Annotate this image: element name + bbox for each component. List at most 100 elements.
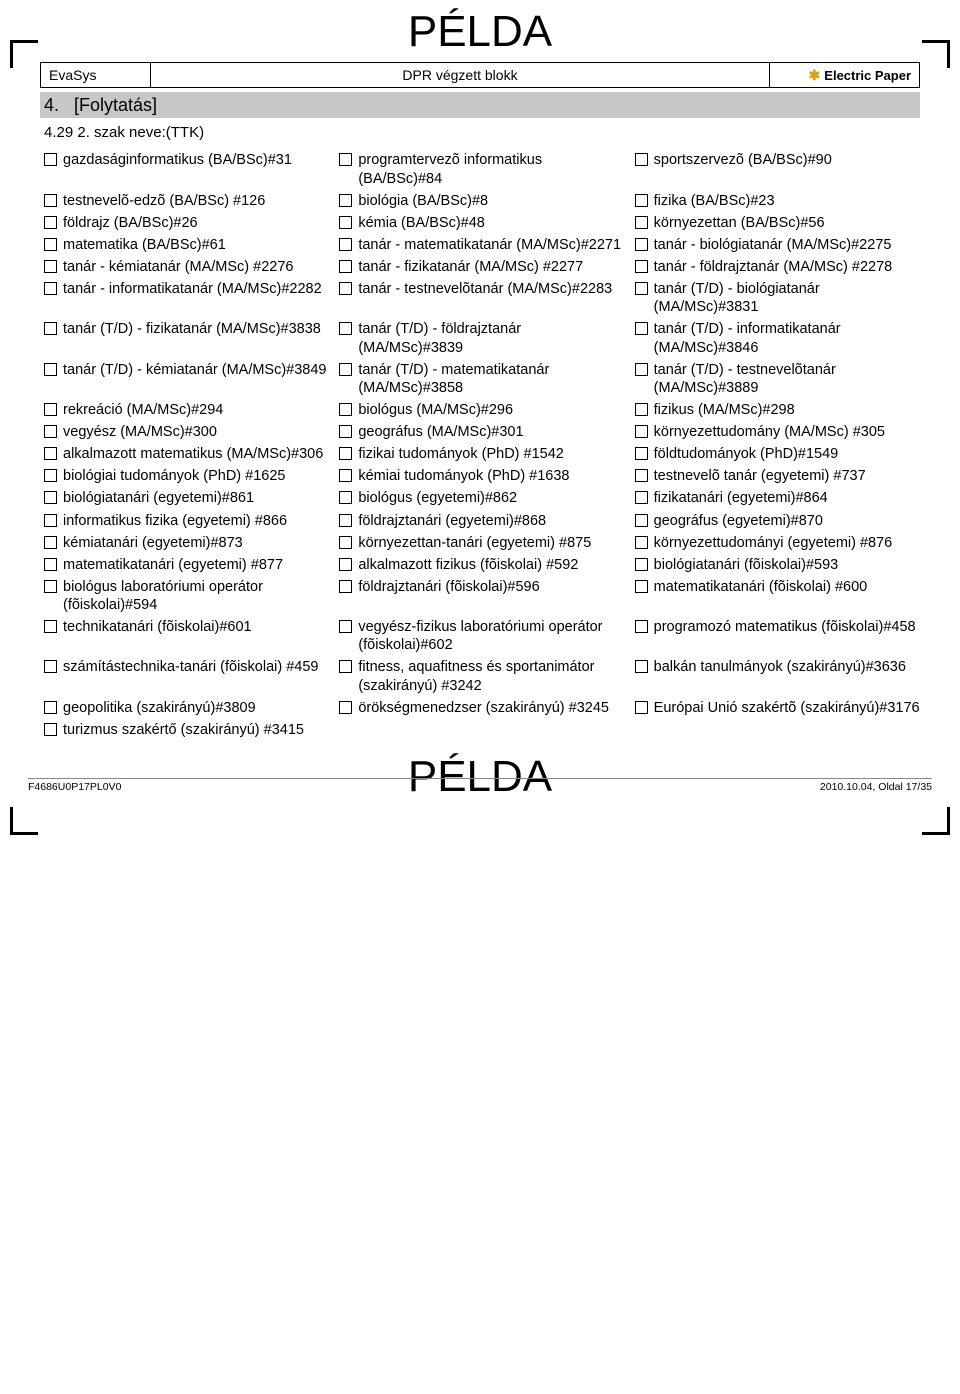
checkbox-icon[interactable] xyxy=(339,216,352,229)
checkbox-icon[interactable] xyxy=(635,580,648,593)
option-item[interactable]: tanár (T/D) - matematikatanár (MA/MSc)#3… xyxy=(339,359,624,399)
option-item[interactable]: fizikus (MA/MSc)#298 xyxy=(635,399,920,421)
option-item[interactable]: földrajz (BA/BSc)#26 xyxy=(44,212,329,234)
option-item[interactable]: fizikai tudományok (PhD) #1542 xyxy=(339,443,624,465)
option-item[interactable]: alkalmazott fizikus (fõiskolai) #592 xyxy=(339,554,624,576)
option-item[interactable]: környezettudomány (MA/MSc) #305 xyxy=(635,421,920,443)
option-item[interactable]: biológus laboratóriumi operátor (fõiskol… xyxy=(44,576,329,616)
checkbox-icon[interactable] xyxy=(339,260,352,273)
checkbox-icon[interactable] xyxy=(635,260,648,273)
checkbox-icon[interactable] xyxy=(339,282,352,295)
checkbox-icon[interactable] xyxy=(44,363,57,376)
option-item[interactable]: örökségmenedzser (szakirányú) #3245 xyxy=(339,697,624,719)
option-item[interactable]: tanár (T/D) - biológiatanár (MA/MSc)#383… xyxy=(635,278,920,318)
option-item[interactable]: informatikus fizika (egyetemi) #866 xyxy=(44,510,329,532)
option-item[interactable]: biológia (BA/BSc)#8 xyxy=(339,190,624,212)
option-item[interactable]: turizmus szakértő (szakirányú) #3415 xyxy=(44,719,329,741)
option-item[interactable]: tanár - kémiatanár (MA/MSc) #2276 xyxy=(44,256,329,278)
checkbox-icon[interactable] xyxy=(635,558,648,571)
option-item[interactable]: testnevelõ tanár (egyetemi) #737 xyxy=(635,465,920,487)
option-item[interactable]: biológiatanári (fõiskolai)#593 xyxy=(635,554,920,576)
option-item[interactable]: földrajztanári (egyetemi)#868 xyxy=(339,510,624,532)
checkbox-icon[interactable] xyxy=(339,558,352,571)
option-item[interactable]: tanár (T/D) - informatikatanár (MA/MSc)#… xyxy=(635,318,920,358)
checkbox-icon[interactable] xyxy=(635,447,648,460)
checkbox-icon[interactable] xyxy=(635,491,648,504)
checkbox-icon[interactable] xyxy=(44,322,57,335)
checkbox-icon[interactable] xyxy=(635,620,648,633)
checkbox-icon[interactable] xyxy=(635,194,648,207)
option-item[interactable]: balkán tanulmányok (szakirányú)#3636 xyxy=(635,656,920,696)
checkbox-icon[interactable] xyxy=(339,322,352,335)
checkbox-icon[interactable] xyxy=(635,238,648,251)
option-item[interactable]: tanár - informatikatanár (MA/MSc)#2282 xyxy=(44,278,329,318)
checkbox-icon[interactable] xyxy=(635,425,648,438)
option-item[interactable]: biológiai tudományok (PhD) #1625 xyxy=(44,465,329,487)
option-item[interactable]: geográfus (MA/MSc)#301 xyxy=(339,421,624,443)
checkbox-icon[interactable] xyxy=(339,194,352,207)
option-item[interactable]: matematika (BA/BSc)#61 xyxy=(44,234,329,256)
option-item[interactable]: testnevelõ-edzõ (BA/BSc) #126 xyxy=(44,190,329,212)
option-item[interactable]: programtervezõ informatikus (BA/BSc)#84 xyxy=(339,149,624,189)
checkbox-icon[interactable] xyxy=(44,723,57,736)
option-item[interactable]: tanár - biológiatanár (MA/MSc)#2275 xyxy=(635,234,920,256)
checkbox-icon[interactable] xyxy=(635,514,648,527)
checkbox-icon[interactable] xyxy=(44,238,57,251)
checkbox-icon[interactable] xyxy=(339,447,352,460)
option-item[interactable]: kémia (BA/BSc)#48 xyxy=(339,212,624,234)
checkbox-icon[interactable] xyxy=(339,238,352,251)
checkbox-icon[interactable] xyxy=(44,282,57,295)
option-item[interactable]: matematikatanári (egyetemi) #877 xyxy=(44,554,329,576)
checkbox-icon[interactable] xyxy=(44,580,57,593)
checkbox-icon[interactable] xyxy=(635,153,648,166)
option-item[interactable]: környezettan-tanári (egyetemi) #875 xyxy=(339,532,624,554)
checkbox-icon[interactable] xyxy=(44,660,57,673)
checkbox-icon[interactable] xyxy=(44,260,57,273)
option-item[interactable]: környezettudományi (egyetemi) #876 xyxy=(635,532,920,554)
option-item[interactable]: tanár - fizikatanár (MA/MSc) #2277 xyxy=(339,256,624,278)
option-item[interactable]: technikatanári (fõiskolai)#601 xyxy=(44,616,329,656)
checkbox-icon[interactable] xyxy=(44,425,57,438)
checkbox-icon[interactable] xyxy=(44,620,57,633)
checkbox-icon[interactable] xyxy=(339,580,352,593)
checkbox-icon[interactable] xyxy=(44,558,57,571)
checkbox-icon[interactable] xyxy=(44,194,57,207)
checkbox-icon[interactable] xyxy=(44,447,57,460)
option-item[interactable]: kémiai tudományok (PhD) #1638 xyxy=(339,465,624,487)
checkbox-icon[interactable] xyxy=(339,660,352,673)
option-item[interactable]: geográfus (egyetemi)#870 xyxy=(635,510,920,532)
checkbox-icon[interactable] xyxy=(339,469,352,482)
option-item[interactable]: tanár - földrajztanár (MA/MSc) #2278 xyxy=(635,256,920,278)
option-item[interactable]: földtudományok (PhD)#1549 xyxy=(635,443,920,465)
option-item[interactable]: környezettan (BA/BSc)#56 xyxy=(635,212,920,234)
checkbox-icon[interactable] xyxy=(339,514,352,527)
option-item[interactable]: matematikatanári (fõiskolai) #600 xyxy=(635,576,920,616)
checkbox-icon[interactable] xyxy=(635,282,648,295)
checkbox-icon[interactable] xyxy=(339,491,352,504)
checkbox-icon[interactable] xyxy=(339,536,352,549)
checkbox-icon[interactable] xyxy=(339,403,352,416)
option-item[interactable]: tanár - matematikatanár (MA/MSc)#2271 xyxy=(339,234,624,256)
option-item[interactable]: alkalmazott matematikus (MA/MSc)#306 xyxy=(44,443,329,465)
option-item[interactable]: geopolitika (szakirányú)#3809 xyxy=(44,697,329,719)
checkbox-icon[interactable] xyxy=(635,660,648,673)
option-item[interactable]: vegyész (MA/MSc)#300 xyxy=(44,421,329,443)
option-item[interactable]: biológiatanári (egyetemi)#861 xyxy=(44,487,329,509)
checkbox-icon[interactable] xyxy=(635,403,648,416)
checkbox-icon[interactable] xyxy=(44,216,57,229)
checkbox-icon[interactable] xyxy=(339,620,352,633)
option-item[interactable]: biológus (MA/MSc)#296 xyxy=(339,399,624,421)
option-item[interactable]: rekreáció (MA/MSc)#294 xyxy=(44,399,329,421)
checkbox-icon[interactable] xyxy=(44,153,57,166)
option-item[interactable]: programozó matematikus (fõiskolai)#458 xyxy=(635,616,920,656)
checkbox-icon[interactable] xyxy=(44,491,57,504)
checkbox-icon[interactable] xyxy=(635,701,648,714)
checkbox-icon[interactable] xyxy=(635,469,648,482)
option-item[interactable]: fizika (BA/BSc)#23 xyxy=(635,190,920,212)
option-item[interactable]: tanár (T/D) - testnevelõtanár (MA/MSc)#3… xyxy=(635,359,920,399)
checkbox-icon[interactable] xyxy=(339,153,352,166)
checkbox-icon[interactable] xyxy=(339,701,352,714)
checkbox-icon[interactable] xyxy=(339,363,352,376)
option-item[interactable]: tanár (T/D) - földrajztanár (MA/MSc)#383… xyxy=(339,318,624,358)
checkbox-icon[interactable] xyxy=(44,469,57,482)
